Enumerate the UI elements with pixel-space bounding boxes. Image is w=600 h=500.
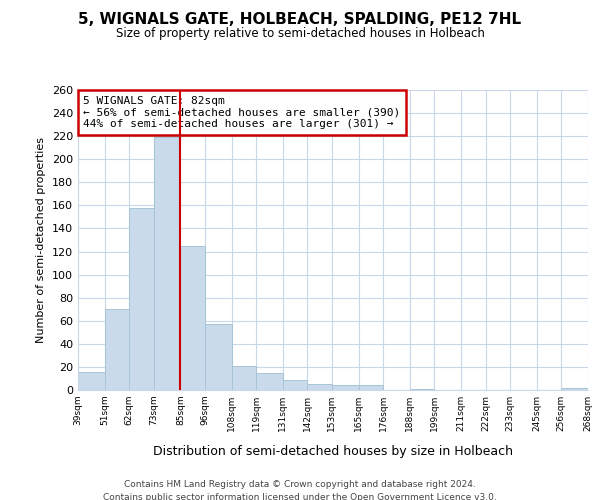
Bar [105, 309, 129, 390]
Y-axis label: Number of semi-detached properties: Number of semi-detached properties [37, 137, 46, 343]
Bar [154, 138, 181, 390]
Bar [561, 388, 588, 390]
X-axis label: Distribution of semi-detached houses by size in Holbeach: Distribution of semi-detached houses by … [153, 445, 513, 458]
Bar [307, 384, 332, 390]
Text: Size of property relative to semi-detached houses in Holbeach: Size of property relative to semi-detach… [116, 28, 484, 40]
Bar [78, 372, 105, 390]
Text: Contains HM Land Registry data © Crown copyright and database right 2024.
Contai: Contains HM Land Registry data © Crown c… [103, 480, 497, 500]
Bar [359, 386, 383, 390]
Bar [410, 389, 434, 390]
Text: 5 WIGNALS GATE: 82sqm
← 56% of semi-detached houses are smaller (390)
44% of sem: 5 WIGNALS GATE: 82sqm ← 56% of semi-deta… [83, 96, 400, 129]
Bar [283, 380, 307, 390]
Bar [232, 366, 256, 390]
Bar [256, 372, 283, 390]
Bar [181, 246, 205, 390]
Bar [332, 386, 359, 390]
Bar [205, 324, 232, 390]
Bar [129, 208, 154, 390]
Text: 5, WIGNALS GATE, HOLBEACH, SPALDING, PE12 7HL: 5, WIGNALS GATE, HOLBEACH, SPALDING, PE1… [79, 12, 521, 28]
